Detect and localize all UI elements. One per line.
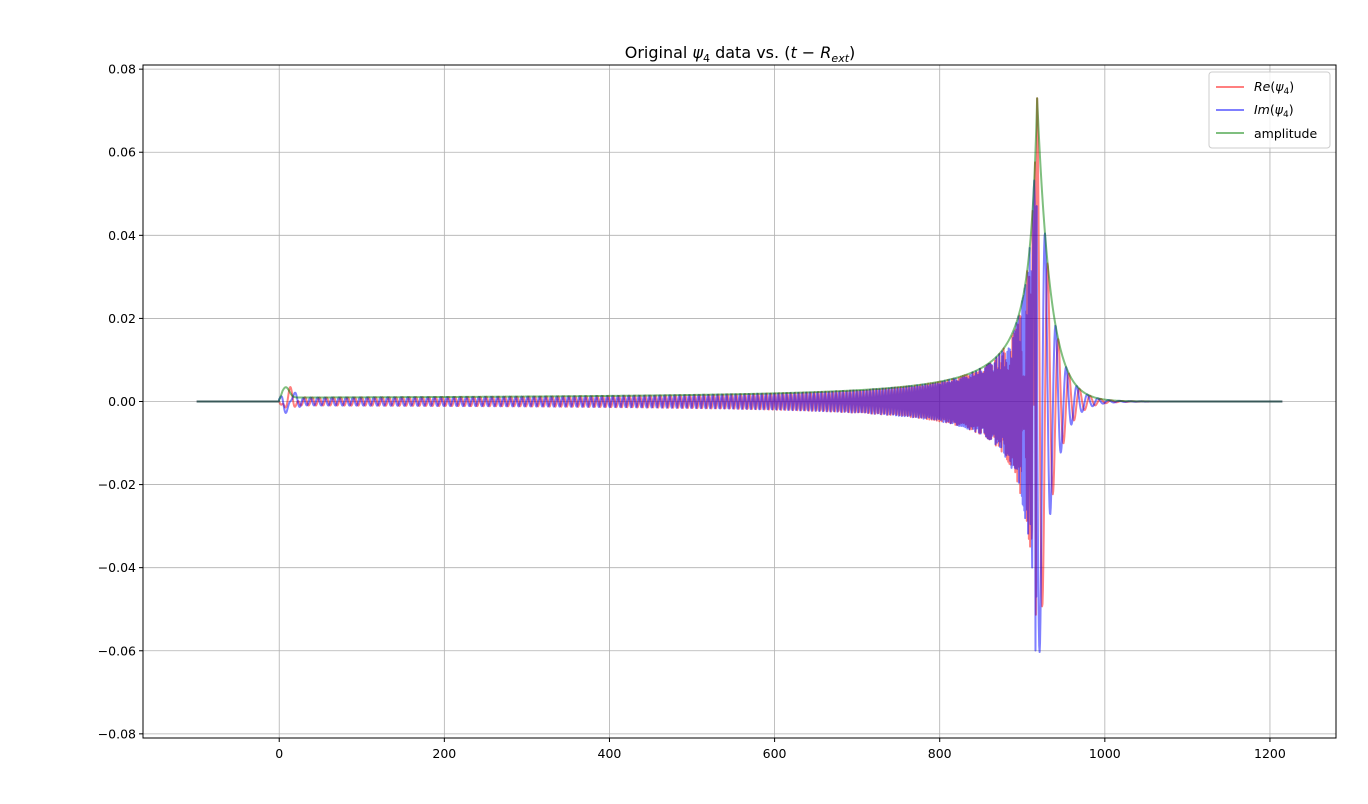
y-axis: −0.08 −0.06 −0.04 −0.02 0.00 0.02 0.04 0.06 0.08: [98, 62, 143, 741]
x-tick-label: 1200: [1254, 746, 1286, 761]
x-tick-label: 800: [928, 746, 952, 761]
y-tick-label: 0.08: [108, 62, 136, 77]
chart-title: Original ψ4 data vs. (t − Rext): [625, 43, 856, 65]
x-tick-label: 400: [598, 746, 622, 761]
legend-label-im: Im(ψ4): [1254, 102, 1294, 120]
x-axis: 0 200 400 600 800 1000 1200: [275, 738, 1286, 761]
y-tick-label: 0.04: [108, 228, 136, 243]
grid: [143, 65, 1336, 738]
y-tick-label: −0.08: [98, 726, 136, 741]
x-tick-label: 1000: [1089, 746, 1121, 761]
series-layer: [196, 97, 1283, 654]
y-tick-label: 0.02: [108, 311, 136, 326]
legend-box: [1208, 71, 1331, 149]
series-line-amp: [196, 97, 1283, 403]
legend: Re(ψ4) Im(ψ4) amplitude: [1208, 71, 1331, 149]
y-tick-label: −0.06: [98, 643, 136, 658]
x-tick-label: 200: [432, 746, 456, 761]
y-tick-label: 0.06: [108, 145, 136, 160]
legend-label-amplitude: amplitude: [1254, 126, 1317, 141]
y-tick-label: 0.00: [108, 394, 136, 409]
x-tick-label: 0: [275, 746, 283, 761]
y-tick-label: −0.02: [98, 477, 136, 492]
x-tick-label: 600: [763, 746, 787, 761]
legend-label-re: Re(ψ4): [1254, 79, 1294, 97]
y-tick-label: −0.04: [98, 560, 136, 575]
